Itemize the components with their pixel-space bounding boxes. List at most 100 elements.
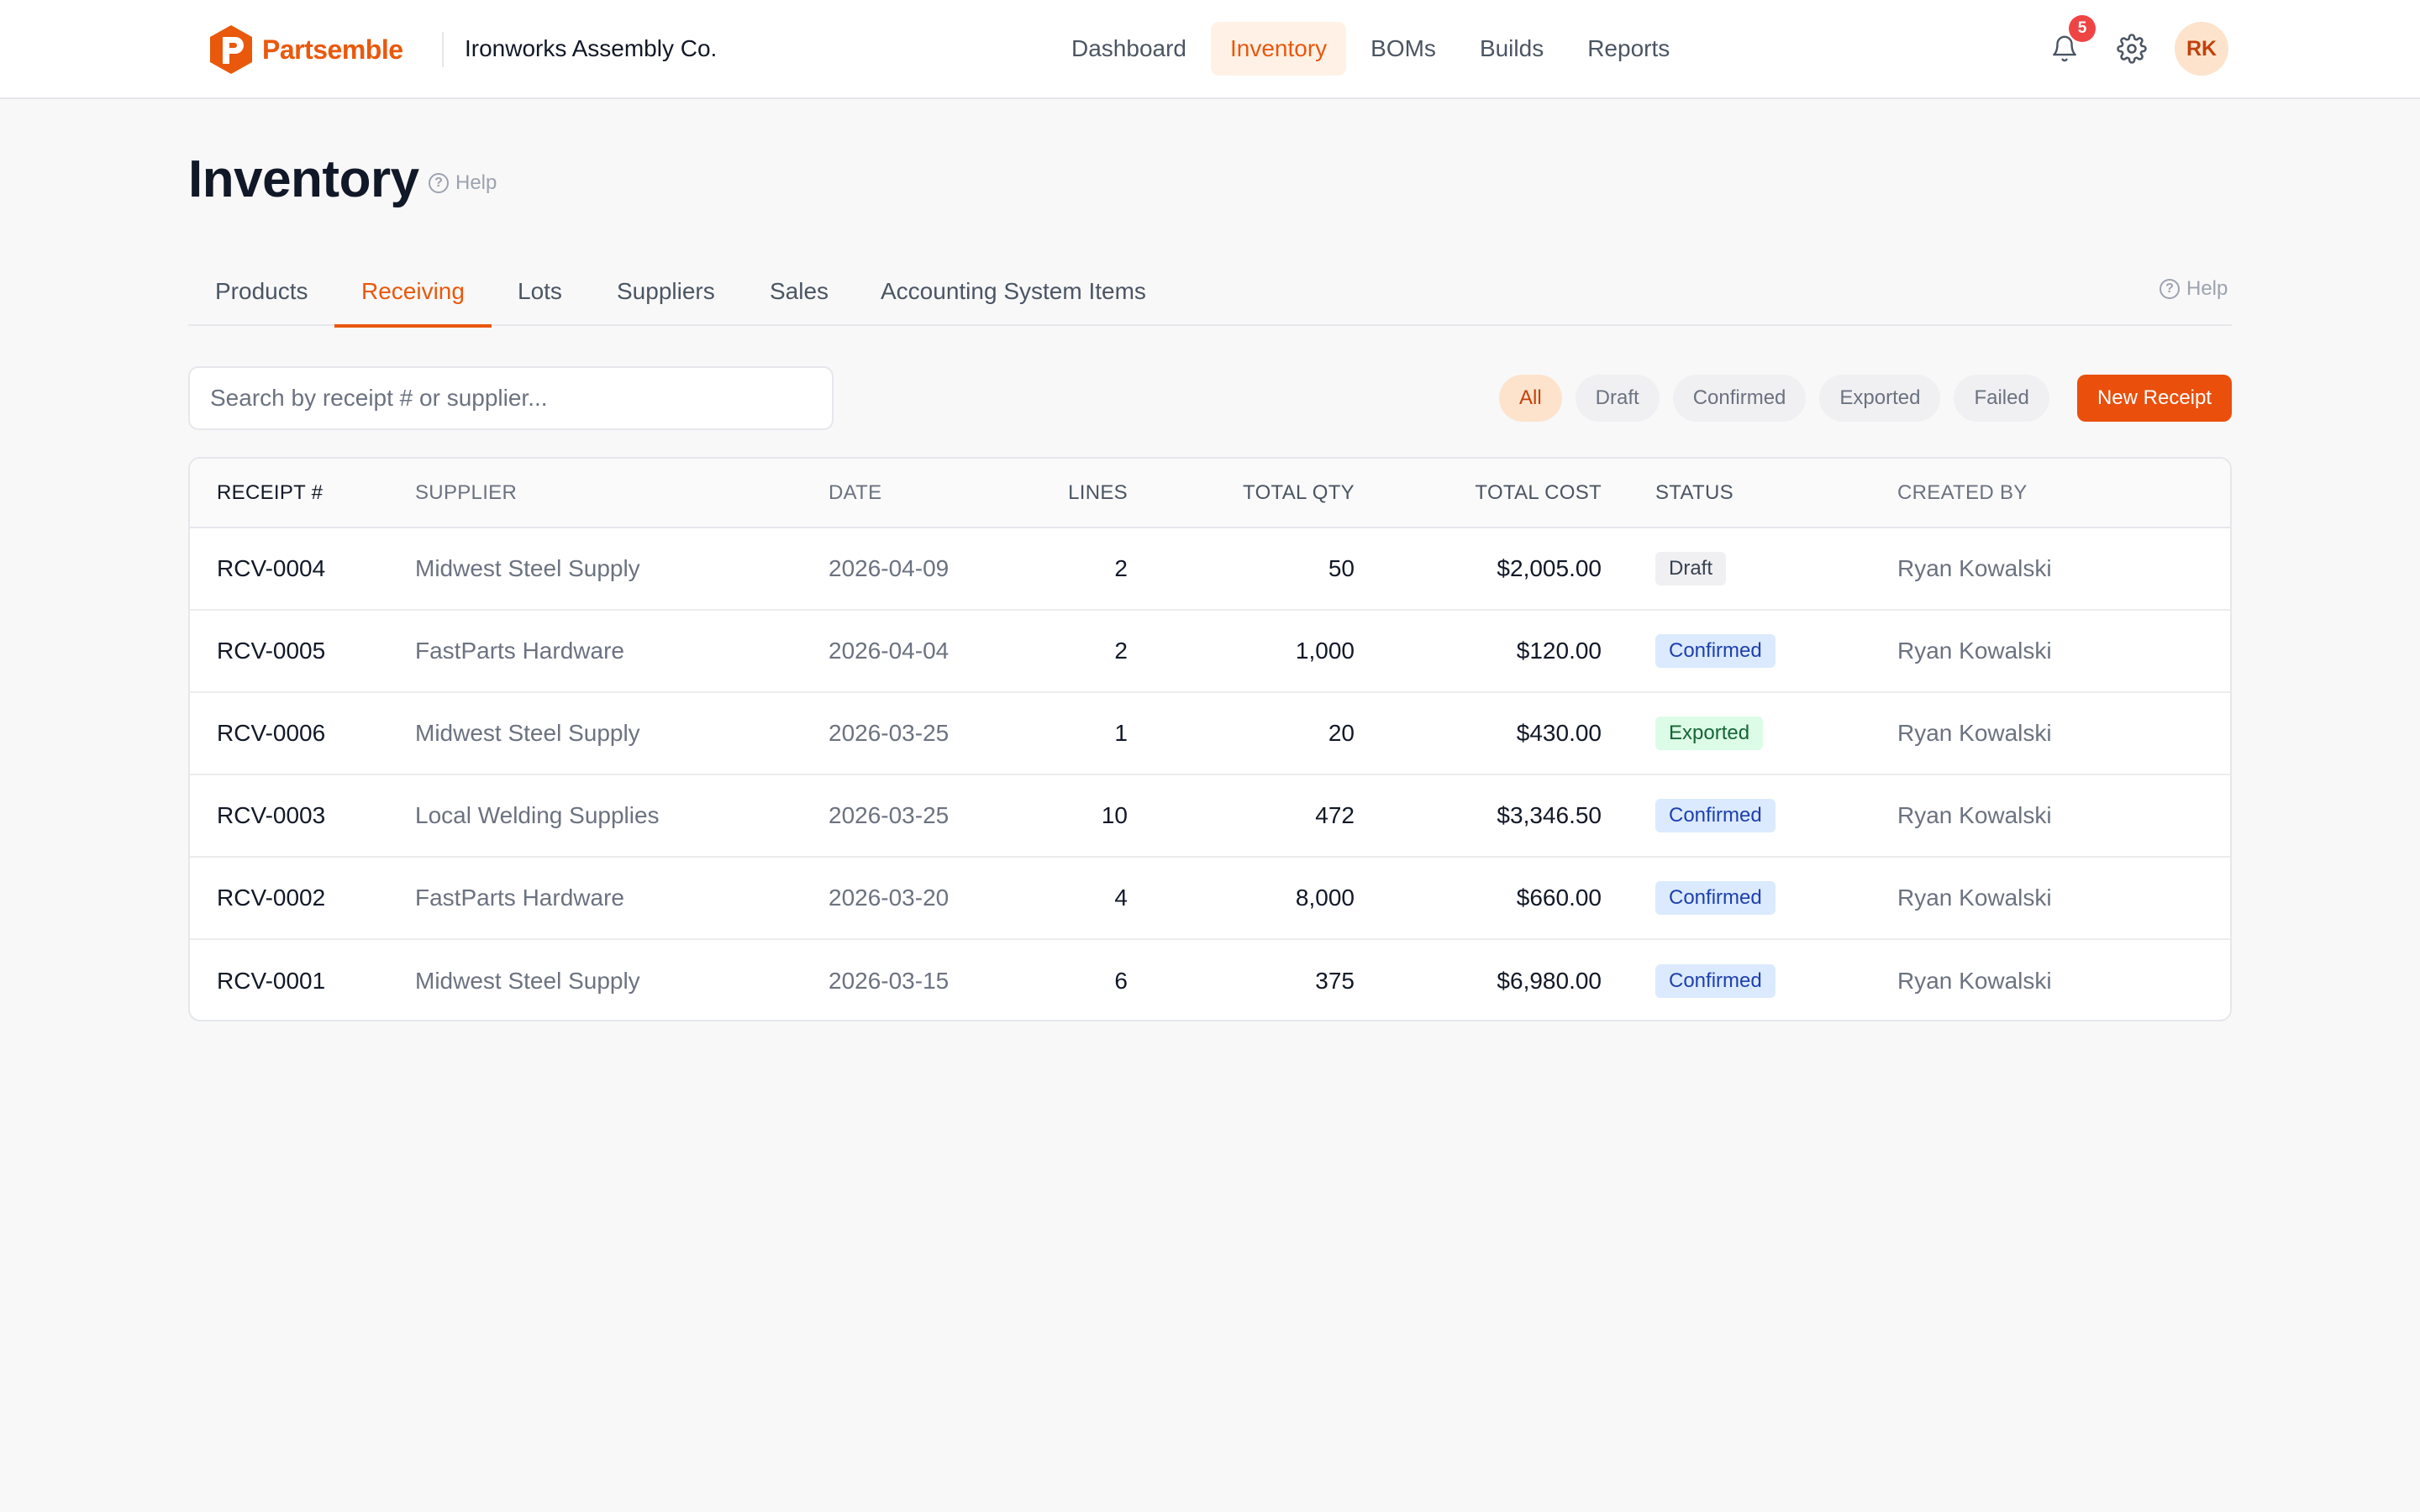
help-circle-icon: ? [2160,279,2180,299]
status-badge: Confirmed [1655,634,1776,668]
column-header-status[interactable]: STATUS [1602,459,1897,528]
column-header-lines[interactable]: LINES [1044,459,1128,528]
brand[interactable]: Partsemble [207,22,403,77]
supplier-name: Local Welding Supplies [415,774,829,858]
tab-receiving[interactable]: Receiving [334,257,492,328]
total-cost: $120.00 [1355,610,1602,693]
filter-confirmed[interactable]: Confirmed [1672,375,1807,422]
total-cost: $2,005.00 [1355,528,1602,611]
nav-inventory[interactable]: Inventory [1210,22,1347,76]
nav-reports[interactable]: Reports [1587,35,1670,61]
supplier-name: FastParts Hardware [415,857,829,940]
filter-draft[interactable]: Draft [1575,375,1660,422]
table-header-row: RECEIPT # SUPPLIER DATE LINES TOTAL QTY … [190,459,2230,528]
status-badge: Confirmed [1655,963,1776,998]
filter-failed[interactable]: Failed [1954,375,2049,422]
line-count: 1 [1044,692,1128,775]
notifications-button[interactable] [2044,29,2085,69]
total-qty: 8,000 [1128,857,1355,940]
partsemble-logo-icon [210,25,252,74]
tab-accounting-system-items[interactable]: Accounting System Items [881,278,1146,304]
total-cost: $660.00 [1355,857,1602,940]
help-label: Help [455,171,497,194]
column-header-receipt[interactable]: RECEIPT # [190,459,415,528]
nav-builds[interactable]: Builds [1479,35,1544,61]
new-receipt-button[interactable]: New Receipt [2077,375,2232,422]
company-name: Ironworks Assembly Co. [465,35,718,61]
total-qty: 20 [1128,692,1355,775]
receipt-number: RCV-0002 [190,857,415,940]
receipt-date: 2026-04-09 [829,528,1044,611]
help-label: Help [2186,277,2228,300]
created-by: Ryan Kowalski [1897,528,2230,611]
column-header-total-cost[interactable]: TOTAL COST [1355,459,1602,528]
table-row[interactable]: RCV-0005 FastParts Hardware 2026-04-04 2… [190,610,2230,693]
line-count: 10 [1044,774,1128,858]
created-by: Ryan Kowalski [1897,967,2052,994]
created-by: Ryan Kowalski [1897,774,2230,858]
table-row[interactable]: RCV-0002 FastParts Hardware 2026-03-20 4… [190,857,2230,940]
receipt-date: 2026-03-25 [829,774,1044,858]
line-count: 4 [1044,857,1128,940]
table-row[interactable]: RCV-0001 Midwest Steel Supply 2026-03-15… [190,939,2230,1020]
supplier-name: Midwest Steel Supply [415,692,829,775]
supplier-name: Midwest Steel Supply [415,528,829,611]
tabs-help-link[interactable]: ? Help [2160,277,2228,301]
tab-products[interactable]: Products [215,278,308,304]
column-header-supplier[interactable]: SUPPLIER [415,459,829,528]
receipt-number: RCV-0005 [190,610,415,693]
gear-icon [2117,34,2147,64]
column-header-created-by[interactable]: CREATED BY [1897,459,2230,528]
total-qty: 50 [1128,528,1355,611]
filter-all[interactable]: All [1499,375,1562,422]
tab-lots[interactable]: Lots [518,278,562,304]
filter-exported[interactable]: Exported [1819,375,1941,422]
receipt-date: 2026-03-25 [829,692,1044,775]
receipt-date: 2026-04-04 [829,610,1044,693]
line-count: 2 [1044,528,1128,611]
top-navbar: Partsemble Ironworks Assembly Co. Dashbo… [0,0,2420,99]
supplier-name: Midwest Steel Supply [415,967,640,994]
total-cost: $430.00 [1355,692,1602,775]
total-qty: 472 [1128,774,1355,858]
total-qty: 375 [1315,967,1355,994]
receipt-date: 2026-03-15 [829,967,950,994]
bell-icon [2053,35,2076,62]
table-row[interactable]: RCV-0003 Local Welding Supplies 2026-03-… [190,774,2230,858]
line-count: 6 [1114,967,1128,994]
table-row[interactable]: RCV-0006 Midwest Steel Supply 2026-03-25… [190,692,2230,775]
created-by: Ryan Kowalski [1897,857,2230,940]
receipts-table: RECEIPT # SUPPLIER DATE LINES TOTAL QTY … [188,457,2232,1021]
search-input[interactable] [188,366,834,430]
status-filter-chips: All Draft Confirmed Exported Failed [1499,375,2063,422]
page-title: Inventory [188,150,419,208]
receipt-date: 2026-03-20 [829,857,1044,940]
created-by: Ryan Kowalski [1897,692,2230,775]
user-avatar[interactable]: RK [2175,22,2228,76]
total-cost: $3,346.50 [1355,774,1602,858]
brand-name: Partsemble [262,34,403,65]
line-count: 2 [1044,610,1128,693]
settings-button[interactable] [2112,29,2152,69]
supplier-name: FastParts Hardware [415,610,829,693]
help-link[interactable]: ? Help [429,171,497,195]
table-row[interactable]: RCV-0004 Midwest Steel Supply 2026-04-09… [190,528,2230,611]
table-body: RCV-0004 Midwest Steel Supply 2026-04-09… [190,528,2230,1020]
nav-boms[interactable]: BOMs [1370,35,1436,61]
status-badge: Confirmed [1655,881,1776,915]
tab-sales[interactable]: Sales [770,278,829,304]
total-qty: 1,000 [1128,610,1355,693]
tab-suppliers[interactable]: Suppliers [617,278,715,304]
total-cost: $6,980.00 [1497,967,1602,994]
receipt-number: RCV-0006 [190,692,415,775]
status-badge: Confirmed [1655,799,1776,832]
receipt-number: RCV-0004 [190,528,415,611]
column-header-date[interactable]: DATE [829,459,1044,528]
help-circle-icon: ? [429,173,449,193]
inventory-tabs: Products Receiving Lots Suppliers Sales … [188,257,2232,328]
status-badge: Exported [1655,717,1764,750]
notification-count-badge: 5 [2069,15,2096,42]
receipt-number: RCV-0003 [190,774,415,858]
column-header-total-qty[interactable]: TOTAL QTY [1128,459,1355,528]
nav-dashboard[interactable]: Dashboard [1071,35,1186,61]
